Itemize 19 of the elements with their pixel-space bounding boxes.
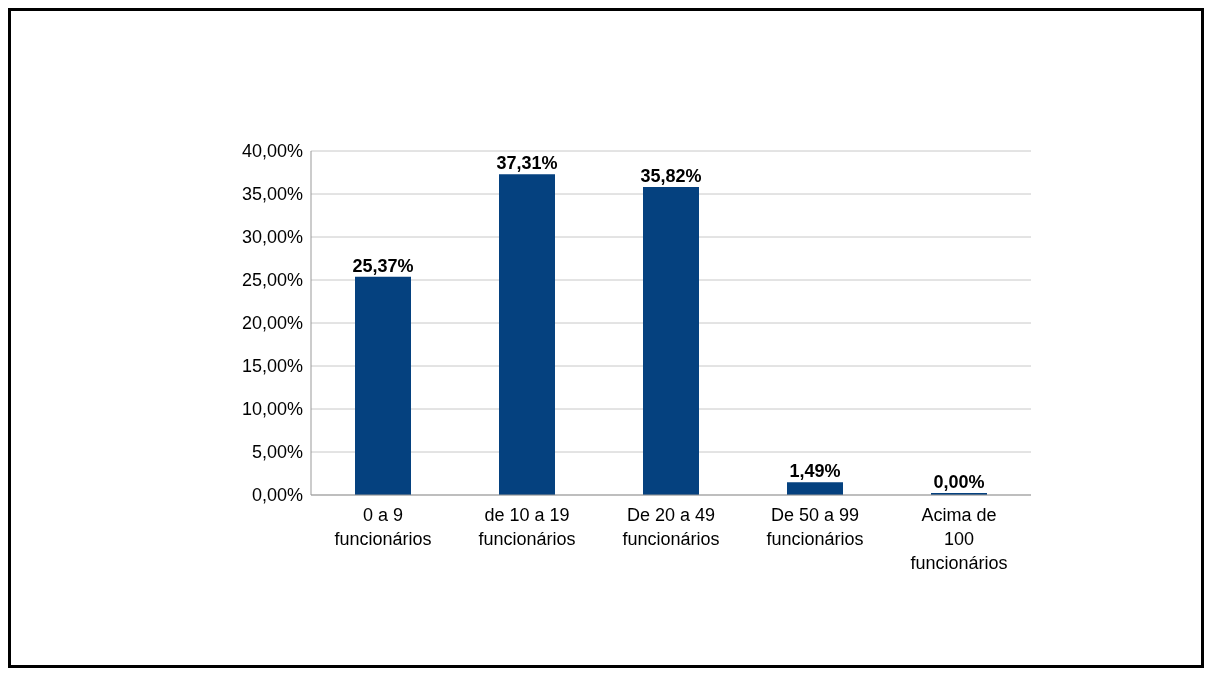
y-tick-label: 25,00% bbox=[241, 270, 303, 291]
y-tick-label: 40,00% bbox=[241, 141, 303, 162]
x-tick-label: Acima de 100 funcionários bbox=[910, 505, 1008, 573]
y-tick-label: 30,00% bbox=[241, 227, 303, 248]
y-tick-label: 10,00% bbox=[241, 399, 303, 420]
y-tick-label: 20,00% bbox=[241, 313, 303, 334]
y-tick-label: 35,00% bbox=[241, 184, 303, 205]
x-tick-label: 0 a 9 funcionários bbox=[334, 505, 432, 549]
data-label: 37,31% bbox=[496, 153, 558, 174]
x-tick-label: De 50 a 99 funcionários bbox=[766, 505, 864, 549]
x-tick-label: De 20 a 49 funcionários bbox=[622, 505, 720, 549]
data-label: 35,82% bbox=[640, 165, 702, 186]
data-label: 0,00% bbox=[933, 472, 985, 492]
y-tick-label: 0,00% bbox=[251, 485, 303, 506]
x-tick-label: de 10 a 19 funcionários bbox=[478, 505, 576, 549]
data-label: 25,37% bbox=[352, 255, 414, 276]
y-tick-label: 15,00% bbox=[241, 356, 303, 377]
data-label: 1,49% bbox=[789, 461, 841, 482]
y-tick-label: 5,00% bbox=[251, 442, 303, 463]
